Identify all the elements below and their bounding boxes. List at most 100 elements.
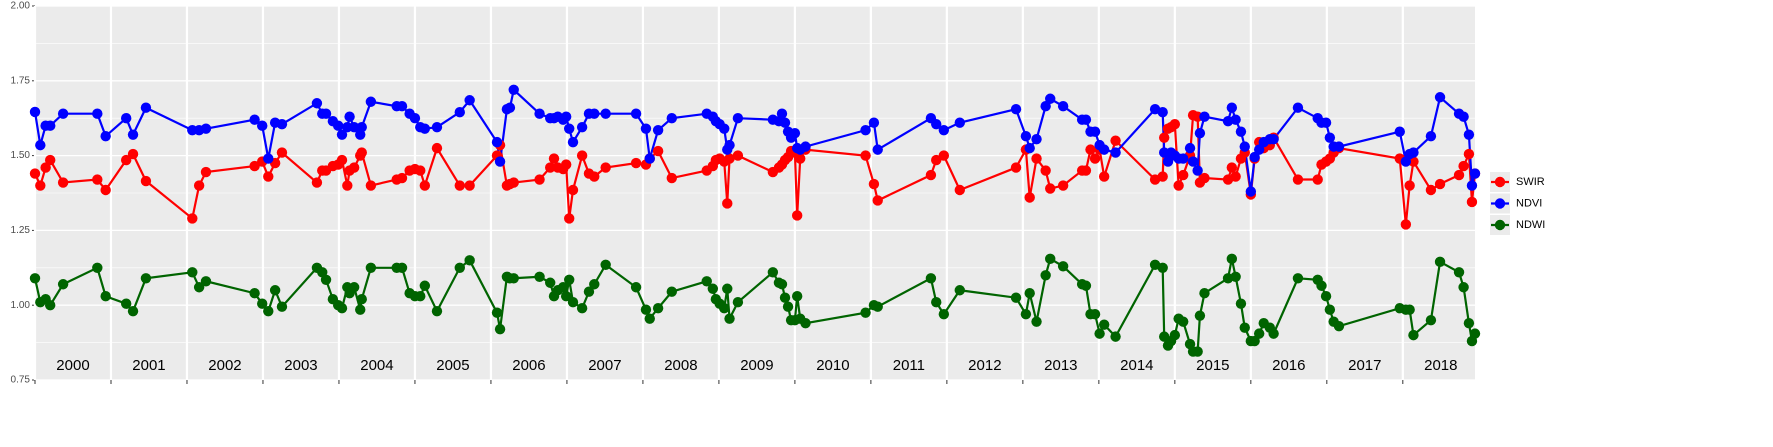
point xyxy=(431,305,443,317)
point xyxy=(356,294,367,305)
point xyxy=(1040,101,1051,112)
point xyxy=(1466,196,1478,208)
point xyxy=(187,213,198,224)
point xyxy=(100,291,111,302)
year-label: 2018 xyxy=(1424,357,1457,374)
point xyxy=(508,273,519,284)
point xyxy=(868,178,880,190)
point xyxy=(1458,160,1469,172)
point xyxy=(396,172,408,184)
point xyxy=(583,286,595,297)
y-tick-label: 1.00 xyxy=(11,300,31,311)
point xyxy=(724,313,735,324)
point xyxy=(1194,127,1206,139)
point xyxy=(1268,133,1279,145)
point xyxy=(356,121,367,133)
point xyxy=(1425,184,1437,196)
year-label: 2016 xyxy=(1272,357,1305,374)
point xyxy=(263,153,274,164)
point xyxy=(1394,126,1405,137)
point xyxy=(491,136,503,148)
point xyxy=(1089,126,1101,137)
point xyxy=(1458,282,1469,293)
point xyxy=(652,145,664,157)
point xyxy=(332,120,344,131)
year-label: 2002 xyxy=(208,357,241,374)
point xyxy=(311,177,323,188)
point xyxy=(1110,331,1121,342)
point xyxy=(1320,117,1332,128)
point xyxy=(630,108,642,119)
point xyxy=(589,108,600,119)
point xyxy=(1226,162,1238,173)
point xyxy=(931,154,942,166)
point xyxy=(1253,328,1265,339)
point xyxy=(336,154,348,166)
point xyxy=(508,84,519,95)
legend-label: NDVI xyxy=(1516,197,1542,209)
point xyxy=(348,282,360,293)
legend-label: SWIR xyxy=(1516,176,1545,188)
point xyxy=(564,123,575,134)
point xyxy=(567,184,579,196)
point xyxy=(431,121,443,133)
point xyxy=(193,282,205,293)
point xyxy=(1173,180,1184,191)
point xyxy=(1098,144,1110,155)
point xyxy=(931,118,942,130)
point xyxy=(454,262,465,273)
point xyxy=(336,302,348,314)
year-label: 2012 xyxy=(968,357,1001,374)
point xyxy=(419,123,431,134)
point xyxy=(666,113,677,124)
point xyxy=(564,274,575,285)
point xyxy=(872,144,883,155)
point xyxy=(100,130,111,142)
point xyxy=(666,172,677,184)
point xyxy=(779,117,791,128)
point xyxy=(1085,144,1096,155)
point xyxy=(1110,147,1121,158)
point xyxy=(1080,165,1092,176)
point xyxy=(365,262,377,273)
point xyxy=(782,301,794,312)
point xyxy=(1031,316,1042,327)
point xyxy=(396,101,408,112)
point xyxy=(872,195,883,206)
point xyxy=(779,292,791,303)
point xyxy=(1098,319,1110,330)
point xyxy=(1157,171,1168,182)
point xyxy=(57,177,69,188)
legend-point xyxy=(1494,176,1506,188)
point xyxy=(560,291,572,302)
point xyxy=(1466,180,1478,191)
point xyxy=(938,150,950,161)
point xyxy=(35,180,46,191)
point xyxy=(419,280,431,291)
point xyxy=(44,154,56,166)
point xyxy=(860,150,871,161)
point xyxy=(29,106,41,118)
point xyxy=(29,273,41,284)
point xyxy=(1226,253,1238,265)
point xyxy=(1434,178,1446,190)
point xyxy=(249,288,260,299)
year-label: 2013 xyxy=(1044,357,1077,374)
year-label: 2000 xyxy=(56,357,89,374)
point xyxy=(120,154,132,166)
point xyxy=(1024,192,1035,203)
point xyxy=(767,267,779,278)
point xyxy=(644,153,655,164)
point xyxy=(560,111,572,122)
point xyxy=(791,210,803,221)
point xyxy=(365,180,377,191)
point xyxy=(249,114,260,125)
point xyxy=(548,153,560,164)
point xyxy=(1199,172,1210,184)
point xyxy=(504,102,516,113)
point xyxy=(925,273,937,284)
point xyxy=(1184,142,1196,154)
point xyxy=(644,313,655,324)
point xyxy=(491,307,503,318)
